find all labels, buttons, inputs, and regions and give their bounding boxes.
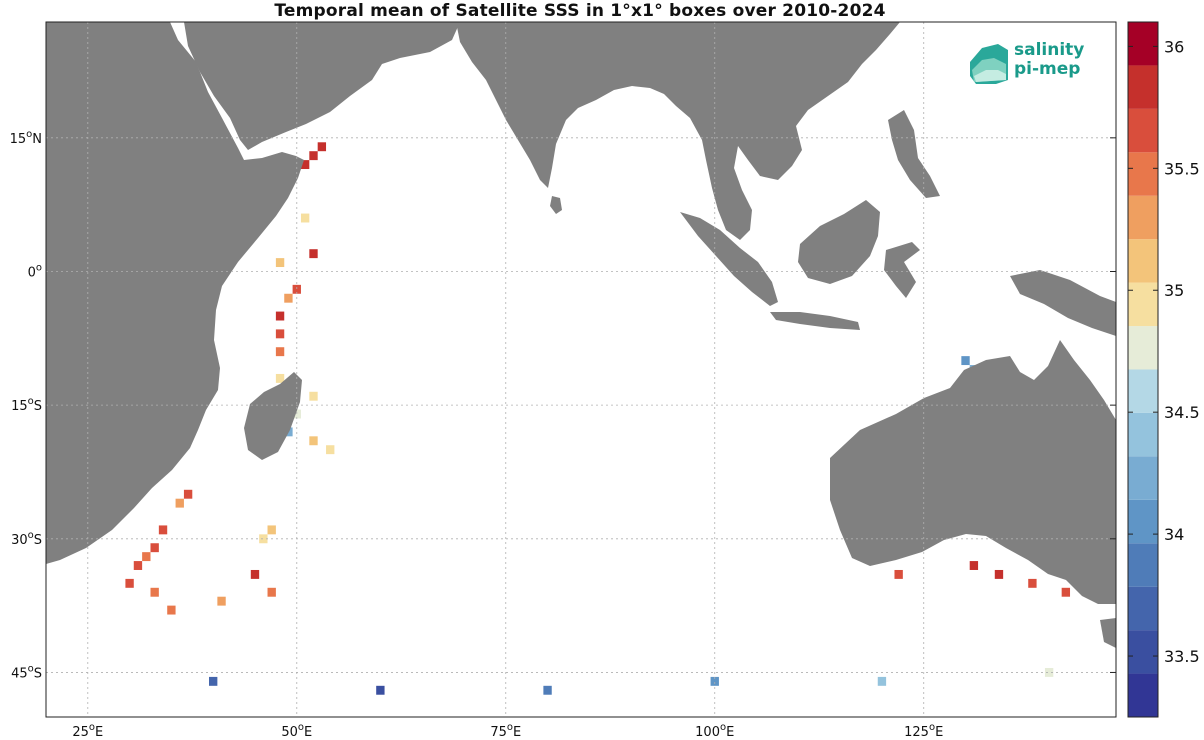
lat-tick-label: 15oN: [10, 129, 42, 147]
land-arabia: [184, 22, 460, 150]
land-madagascar: [244, 372, 302, 460]
land-africa: [46, 22, 304, 564]
logo-wave-icon: [970, 44, 1008, 84]
graticule: [46, 22, 1116, 717]
sss-cell: [961, 356, 970, 366]
sss-cell: [309, 436, 318, 446]
sss-cell: [1028, 578, 1037, 588]
sss-cell: [292, 409, 301, 419]
sss-cell: [275, 311, 285, 321]
sss-cell: [877, 676, 887, 686]
sss-cell: [158, 525, 168, 535]
lat-tick-label: 30oS: [11, 530, 42, 548]
land-sumatra: [680, 212, 778, 306]
land-sri-lanka: [550, 196, 562, 214]
sss-cell: [300, 160, 310, 170]
sss-cell: [250, 569, 260, 579]
sss-cell: [275, 258, 285, 268]
map-title: Temporal mean of Satellite SSS in 1°x1° …: [274, 1, 886, 21]
sss-cell: [175, 498, 184, 508]
lon-tick-label: 25oE: [72, 722, 103, 740]
sss-cell: [217, 596, 226, 606]
sss-cell: [125, 578, 134, 588]
sss-cell: [326, 445, 335, 455]
sss-cell: [376, 685, 385, 695]
land-india-asia: [456, 22, 900, 240]
sss-cell: [267, 587, 276, 597]
lat-tick-label: 45oS: [11, 663, 42, 681]
sss-cell: [710, 676, 719, 686]
sss-cell: [317, 142, 327, 152]
sss-cell: [300, 213, 310, 223]
sss-cell: [267, 525, 276, 535]
land-borneo: [798, 200, 880, 284]
land-masses: [46, 22, 1116, 648]
land-new-guinea: [1010, 270, 1116, 336]
lon-tick-label: 50oE: [281, 722, 312, 740]
logo-line-1: salinity: [1014, 40, 1085, 60]
sss-cell: [275, 329, 285, 339]
sss-cell: [275, 347, 285, 357]
sss-cell: [309, 151, 318, 161]
sss-cell: [167, 605, 176, 615]
sss-cell: [133, 561, 143, 570]
sss-cell: [275, 373, 285, 383]
sss-cell: [543, 685, 552, 695]
land-sulawesi: [884, 242, 920, 298]
lon-tick-label: 125oE: [904, 722, 943, 740]
land-tasmania: [1100, 618, 1116, 648]
salinity-pi-mep-logo: salinity pi-mep: [968, 40, 1098, 86]
land-philippines: [888, 110, 940, 198]
lat-tick-label: 15oS: [11, 396, 42, 414]
lat-tick-label: 0o: [28, 262, 42, 280]
salinity-cells: [125, 142, 1071, 695]
lon-tick-label: 100oE: [695, 722, 734, 740]
sss-cell: [292, 284, 301, 294]
sss-cell: [1061, 587, 1071, 597]
land-australia: [830, 340, 1116, 604]
sss-cell: [259, 534, 268, 544]
lat-tick-labels: 15oN 0o 15oS 30oS 45oS: [10, 129, 1116, 681]
sss-cell: [209, 676, 218, 686]
map-frame: [45, 21, 1117, 718]
sss-cell: [183, 489, 193, 499]
sss-cell: [994, 569, 1004, 579]
logo-line-2: pi-mep: [1014, 59, 1081, 79]
sss-cell: [284, 293, 293, 303]
sss-cell: [969, 561, 979, 570]
sss-cell: [150, 543, 159, 553]
sss-cell: [309, 391, 318, 401]
lon-tick-labels: 25oE 50oE 75oE 100oE 125oE: [72, 722, 943, 740]
sss-cell: [894, 569, 903, 579]
sss-cell: [309, 249, 318, 259]
sss-cell: [150, 587, 159, 597]
land-java: [770, 312, 860, 330]
sss-cell: [142, 552, 151, 562]
sss-cell: [1044, 667, 1054, 677]
lon-tick-label: 75oE: [490, 722, 521, 740]
